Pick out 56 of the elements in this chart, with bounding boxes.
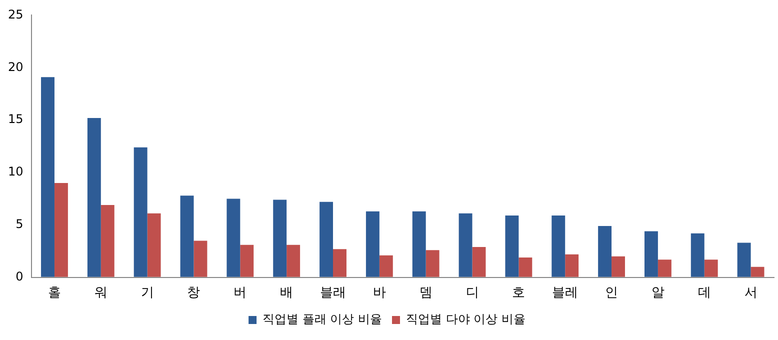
x-tick-label: 뎀 (419, 286, 432, 301)
x-tick-label: 기 (140, 286, 154, 301)
y-tick-label: 20 (8, 60, 24, 74)
bar (41, 77, 54, 277)
bar (87, 118, 101, 277)
bar (194, 240, 208, 277)
bar (100, 205, 114, 277)
bar (366, 211, 380, 277)
bar (612, 256, 625, 277)
bar (273, 200, 287, 277)
bar (180, 196, 194, 277)
bar (333, 249, 346, 277)
x-tick-label: 인 (605, 286, 618, 301)
bar (54, 183, 68, 277)
bar (644, 231, 658, 277)
x-tick-label: 창 (187, 286, 200, 301)
x-tick-label: 버 (234, 286, 247, 301)
x-tick-label: 블래 (320, 286, 346, 301)
x-tick-label: 블레 (552, 286, 578, 301)
x-tick-label: 홀 (48, 286, 61, 301)
x-tick-label: 알 (651, 286, 664, 301)
bar (565, 254, 579, 277)
bar (690, 233, 704, 277)
legend-label: 직업별 플래 이상 비율 (262, 312, 382, 326)
bar (286, 244, 300, 277)
bar (412, 211, 426, 277)
y-tick-label: 15 (8, 112, 24, 126)
bar (518, 257, 532, 277)
bar (658, 260, 672, 277)
x-tick-label: 디 (466, 286, 479, 301)
x-tick-label: 데 (698, 286, 711, 301)
bar (598, 226, 612, 277)
y-tick-label: 10 (8, 164, 24, 179)
bar (737, 242, 751, 277)
x-tick-label: 바 (372, 286, 386, 301)
x-tick-label: 서 (744, 286, 758, 301)
bar (147, 213, 161, 277)
bar (134, 147, 148, 277)
bar (379, 255, 393, 277)
bar (750, 266, 764, 277)
bar (240, 244, 254, 277)
bar (426, 250, 440, 277)
x-tick-label: 배 (280, 286, 294, 301)
bar (704, 260, 718, 277)
bar (505, 216, 519, 277)
bar (320, 202, 334, 277)
bar (472, 246, 486, 277)
bar (458, 213, 472, 277)
bar (226, 198, 240, 277)
y-tick-label: 25 (8, 7, 24, 22)
bar (552, 216, 566, 277)
y-tick-label: 0 (16, 270, 24, 284)
x-tick-label: 호 (512, 286, 526, 301)
legend-label: 직업별 다야 이상 비율 (406, 312, 526, 326)
x-tick-label: 워 (94, 286, 108, 301)
y-tick-label: 5 (16, 217, 24, 232)
